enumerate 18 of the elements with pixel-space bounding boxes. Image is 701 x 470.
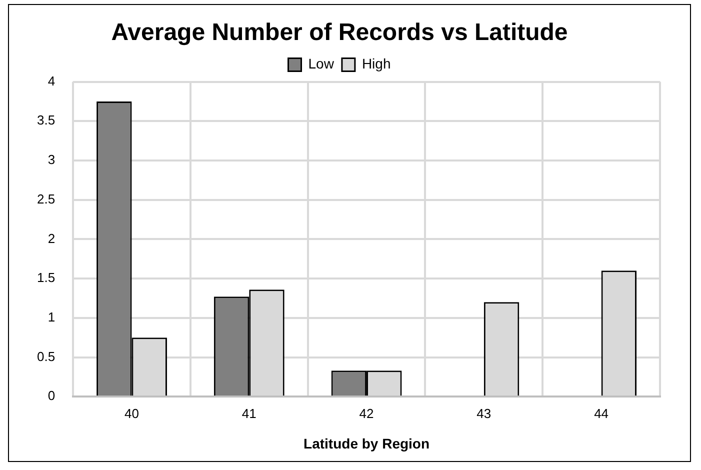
y-tick-label: 0 bbox=[48, 388, 56, 404]
x-tick-label: 40 bbox=[124, 406, 139, 421]
y-tick-label: 2.5 bbox=[36, 191, 56, 206]
y-tick-label: 4 bbox=[48, 73, 56, 88]
y-tick-label: 0.5 bbox=[36, 348, 56, 364]
y-tick-label: 2 bbox=[48, 230, 56, 246]
x-tick-label: 44 bbox=[594, 406, 609, 421]
y-tick-label: 3.5 bbox=[36, 112, 56, 128]
legend-label: Low bbox=[308, 56, 335, 72]
y-tick-label: 1 bbox=[48, 309, 56, 324]
x-axis-title: Latitude by Region bbox=[304, 435, 430, 452]
x-tick-label: 41 bbox=[242, 406, 256, 421]
y-tick-label: 1.5 bbox=[36, 270, 56, 286]
x-tick-label: 43 bbox=[476, 406, 492, 421]
chart-title: Average Number of Records vs Latitude bbox=[111, 19, 568, 46]
y-tick-label: 3 bbox=[48, 152, 56, 168]
legend-label: High bbox=[362, 56, 391, 72]
x-tick-label: 42 bbox=[359, 406, 374, 421]
